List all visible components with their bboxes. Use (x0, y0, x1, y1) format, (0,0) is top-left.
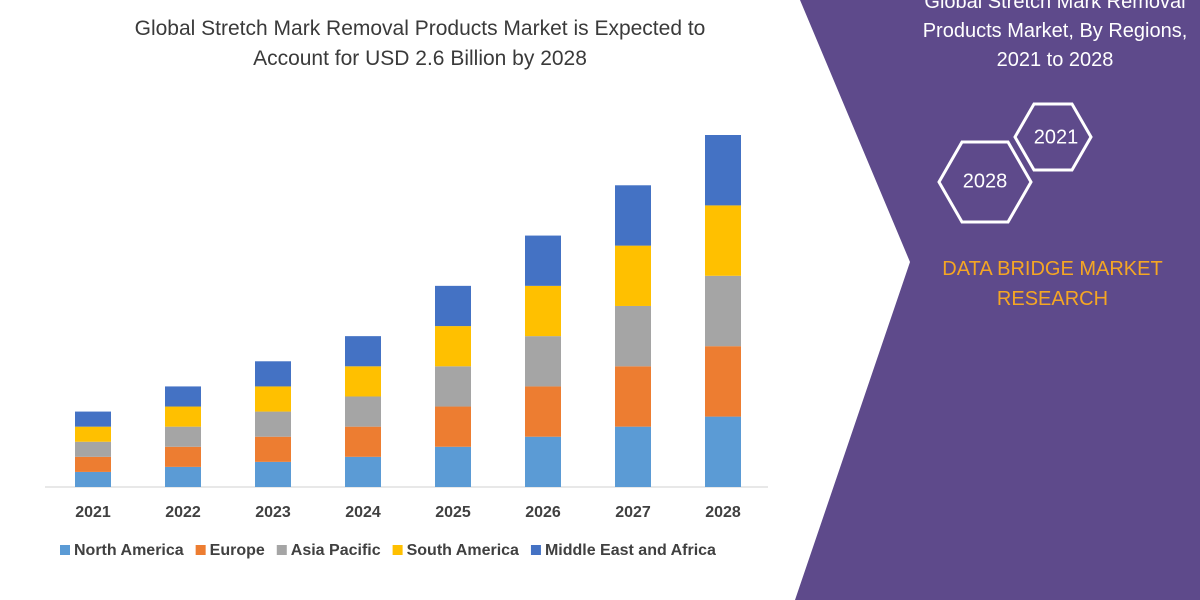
x-tick-label: 2022 (165, 504, 201, 521)
legend-label: Asia Pacific (291, 542, 381, 559)
side-panel (795, 0, 1200, 600)
legend-swatch (530, 545, 541, 555)
legend-swatch (276, 545, 287, 555)
bar-segment (345, 396, 381, 427)
bar-segment (165, 406, 201, 427)
panel-title: Global Stretch Mark Removal Products Mar… (922, 0, 1188, 71)
bar-segment (165, 446, 201, 467)
bar-segment (255, 461, 291, 487)
bar-segment (345, 366, 381, 397)
bar-segment (525, 386, 561, 437)
bar-segment (255, 436, 291, 462)
bar-segment (615, 305, 651, 367)
bar-segment (75, 456, 111, 472)
bar-segment (435, 326, 471, 367)
x-tick-label: 2028 (705, 504, 741, 521)
bar-segment (615, 185, 651, 246)
bar-segment (255, 411, 291, 437)
badge: 2028 (963, 170, 1008, 192)
legend-label: Middle East and Africa (545, 542, 716, 559)
bar-segment (255, 361, 291, 387)
plot: 2021 2022 2023 2024 2025 2026 2027 2028 North Am… (45, 135, 768, 559)
bar-segment (75, 471, 111, 487)
bar-segment (75, 441, 111, 457)
bar-segment (345, 426, 381, 457)
bar-segment (255, 386, 291, 412)
bar-segment (705, 416, 741, 487)
bar-segment (615, 366, 651, 427)
bar-segment (525, 285, 561, 337)
x-tick-label: 2021 (75, 504, 111, 521)
legend-swatch (60, 545, 70, 555)
bar-segment (435, 446, 471, 487)
bar-segment (435, 406, 471, 447)
legend-label: South America (407, 542, 519, 559)
bar-segment (165, 466, 201, 487)
bar-segment (705, 275, 741, 347)
bar-segment (345, 456, 381, 487)
x-tick-label: 2023 (255, 504, 291, 521)
bar-segment (705, 205, 741, 276)
bar-segment (345, 336, 381, 367)
bar-segment (75, 411, 111, 427)
bar-segment (435, 285, 471, 327)
bar-segment (435, 366, 471, 407)
bar-segment (615, 426, 651, 487)
bar-segment (75, 426, 111, 442)
x-tick-label: 2025 (435, 504, 471, 521)
brand: DATA BRIDGE MARKET RESEARCH (942, 258, 1163, 310)
hexagon (1013, 102, 1093, 172)
bar-segment (705, 135, 741, 206)
chart-title: Global Stretch Mark Removal Products Mar… (134, 17, 706, 70)
x-tick-label: 2027 (615, 504, 651, 521)
x-tick-label: 2024 (345, 504, 381, 521)
bar-segment (615, 245, 651, 306)
bar-segment (705, 346, 741, 417)
hexagon (937, 140, 1033, 224)
legend-label: North America (74, 542, 184, 559)
legend-swatch (195, 545, 206, 555)
x-tick-label: 2026 (525, 504, 561, 521)
bar-segment (525, 235, 561, 286)
bar-segment (165, 386, 201, 407)
legend-swatch (392, 545, 403, 555)
badge: 2021 (1034, 126, 1079, 148)
legend-label: Europe (210, 542, 265, 559)
bar-segment (525, 436, 561, 487)
bar-segment (525, 336, 561, 387)
bar-segment (165, 426, 201, 447)
